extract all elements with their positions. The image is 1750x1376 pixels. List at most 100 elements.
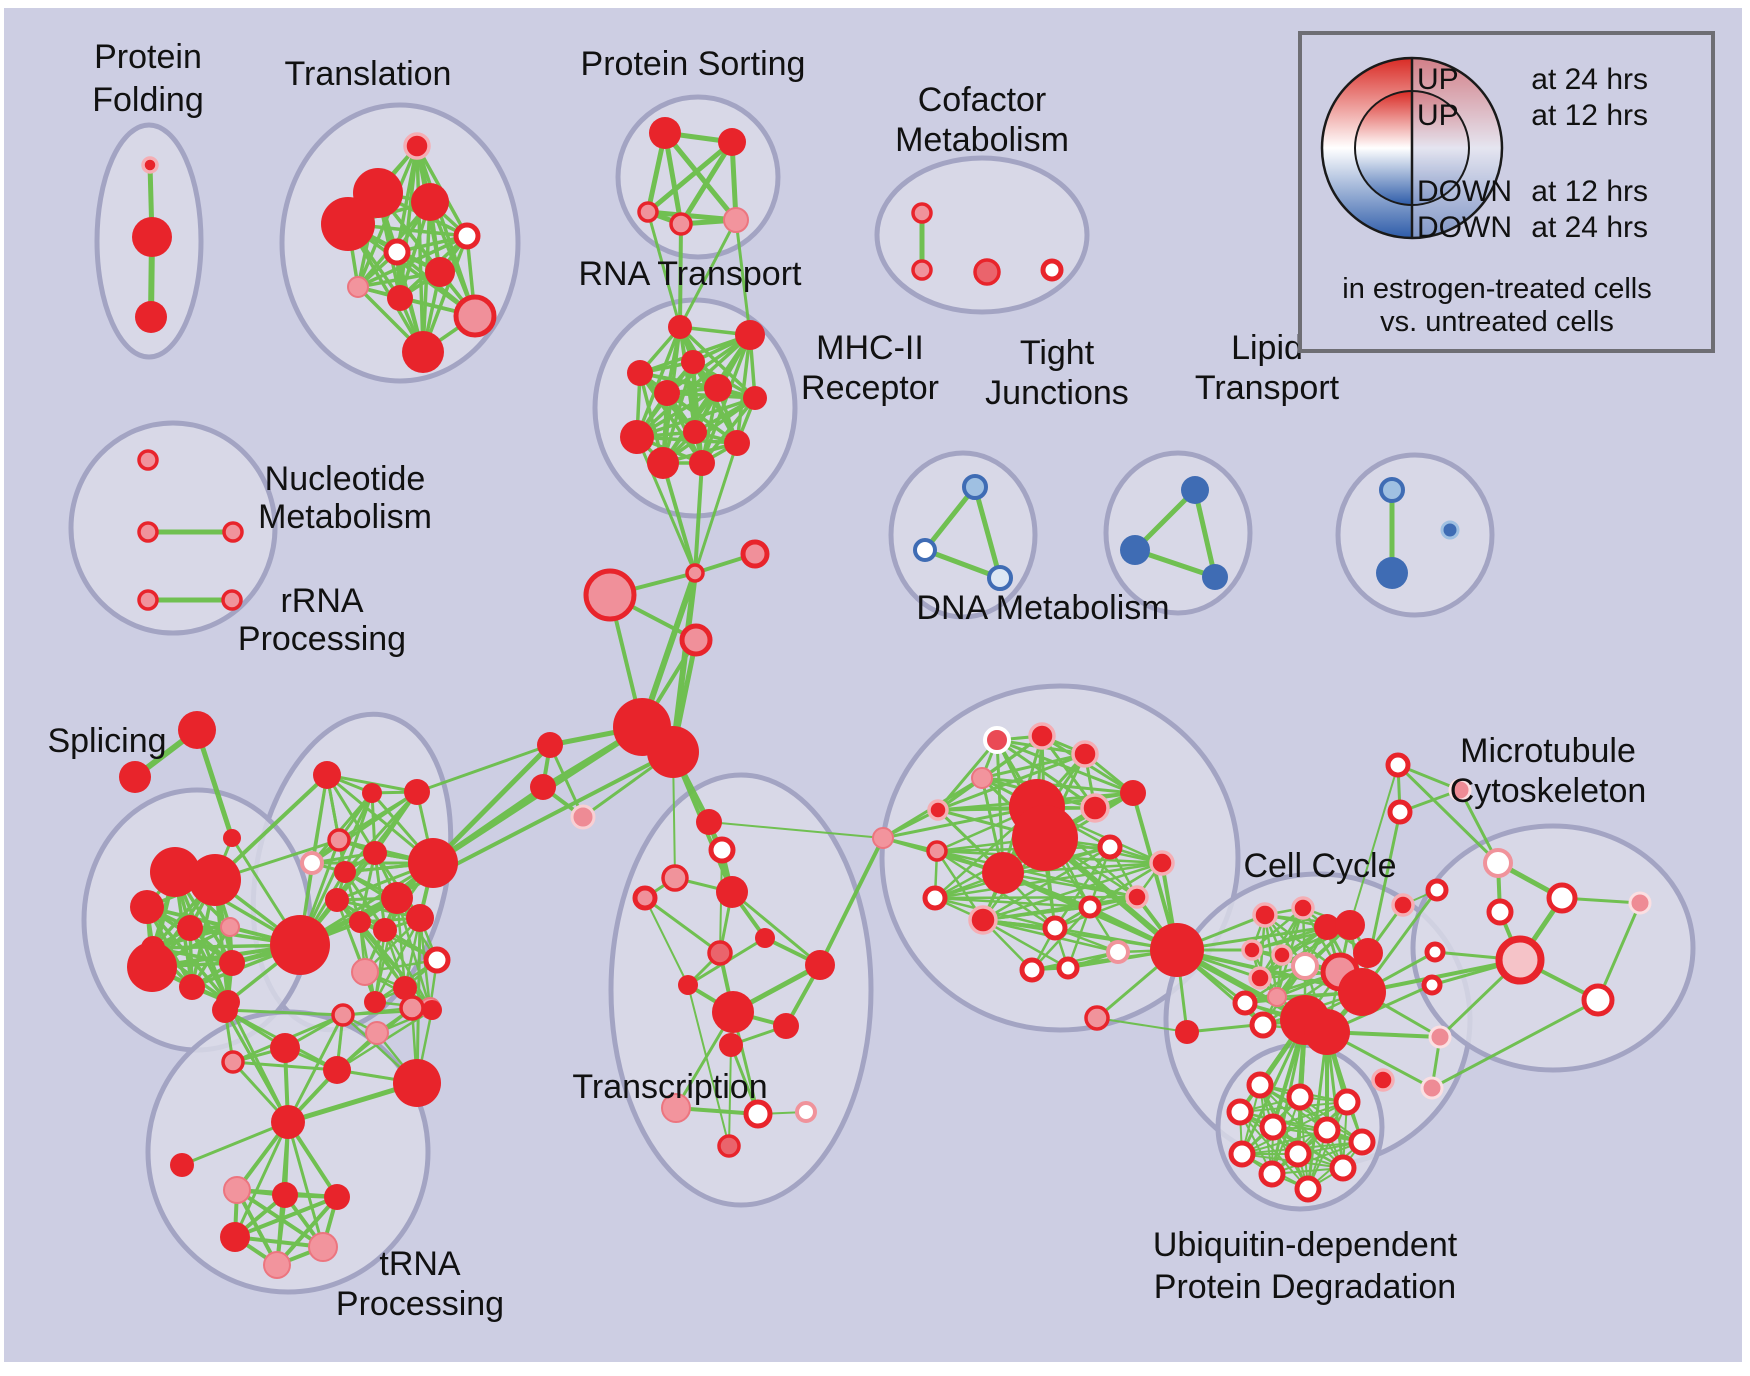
network-node [718, 128, 746, 156]
network-node [178, 711, 216, 749]
network-node [983, 726, 1011, 754]
network-node [220, 1222, 250, 1252]
network-node [620, 420, 654, 454]
legend-time-label: at 12 hrs [1531, 175, 1648, 208]
network-node [313, 761, 341, 789]
network-node [334, 861, 356, 883]
network-node [1181, 476, 1209, 504]
network-node [805, 950, 835, 980]
network-node [119, 761, 151, 793]
network-node [270, 915, 330, 975]
legend-direction-label: DOWN [1417, 211, 1512, 244]
cluster-label-protein-sorting: Protein Sorting [581, 45, 806, 83]
network-node [1313, 1116, 1341, 1144]
network-node [1314, 914, 1340, 940]
network-node [331, 1003, 355, 1027]
cluster-label-lipid-transport: Transport [1195, 369, 1340, 407]
network-node [170, 1153, 194, 1177]
network-node [404, 779, 430, 805]
cluster-label-trna-processing: tRNA [379, 1245, 461, 1283]
network-node [926, 840, 948, 862]
network-node [137, 449, 159, 471]
network-node [743, 386, 767, 410]
cluster-label-mhc-ii-receptor: MHC-II [816, 329, 924, 367]
network-node [1628, 891, 1652, 915]
network-node [1149, 850, 1175, 876]
network-node [308, 1232, 338, 1262]
network-node [707, 940, 733, 966]
legend-caption-line: in estrogen-treated cells [1342, 273, 1652, 305]
cluster-label-ubiquitin-degradation: Ubiquitin-dependent [1153, 1226, 1458, 1264]
network-node [530, 774, 556, 800]
network-node [696, 809, 722, 835]
cluster-label-rrna-processing: rRNA [280, 582, 363, 620]
network-node [135, 301, 167, 333]
network-node [1338, 968, 1386, 1016]
cluster-label-ubiquitin-degradation: Protein Degradation [1154, 1268, 1456, 1306]
network-node [393, 976, 417, 1000]
network-node [689, 450, 715, 476]
network-node [1078, 895, 1102, 919]
cluster-label-cofactor-metabolism: Metabolism [895, 121, 1069, 159]
network-node [911, 259, 933, 281]
network-node [1371, 1068, 1395, 1092]
network-node [221, 589, 243, 611]
network-node [223, 1176, 251, 1204]
legend-direction-label: DOWN [1417, 175, 1512, 208]
network-node [1387, 799, 1413, 825]
network-node [425, 257, 455, 287]
network-node [1097, 834, 1123, 860]
network-node [1125, 885, 1149, 909]
network-node [735, 320, 765, 350]
network-node [1241, 939, 1263, 961]
network-node [1486, 898, 1514, 926]
cluster-ellipse-nucleotide-metabolism [68, 420, 278, 636]
network-node [221, 1050, 245, 1074]
network-node [683, 420, 707, 444]
network-node [1333, 1088, 1361, 1116]
network-node [1291, 952, 1319, 980]
network-node [1379, 477, 1405, 503]
network-node [795, 1101, 817, 1123]
network-node [453, 294, 497, 338]
cluster-label-lipid-transport: Lipid [1231, 329, 1303, 367]
network-node [637, 201, 659, 223]
network-node [712, 991, 754, 1033]
network-node [387, 285, 413, 311]
network-node [755, 928, 775, 948]
network-node [681, 350, 705, 374]
network-node [130, 890, 164, 924]
network-node [668, 315, 692, 339]
network-node [627, 360, 653, 386]
network-node [220, 917, 240, 937]
network-node [364, 991, 386, 1013]
network-node [669, 212, 693, 236]
network-node [704, 374, 732, 402]
cluster-label-protein-folding: Protein [94, 38, 202, 76]
network-node [1546, 882, 1578, 914]
network-node [383, 238, 411, 266]
network-node [1150, 923, 1204, 977]
network-node [1019, 957, 1045, 983]
network-node [423, 946, 451, 974]
network-node [649, 117, 681, 149]
network-node [1440, 520, 1460, 540]
network-node [1391, 893, 1415, 917]
network-node [1056, 956, 1080, 980]
network-node [1084, 1005, 1110, 1031]
network-node [393, 1059, 441, 1107]
network-node [1226, 1098, 1254, 1126]
network-node [406, 904, 434, 932]
network-node [271, 1105, 305, 1139]
network-node [717, 1134, 741, 1158]
network-node [399, 995, 425, 1021]
network-node [723, 207, 749, 233]
network-node [373, 918, 397, 942]
cluster-label-splicing: Splicing [47, 722, 166, 760]
cluster-ellipse-transcription [608, 772, 874, 1208]
network-node [1040, 258, 1064, 282]
network-node [1421, 974, 1443, 996]
network-node [453, 222, 481, 250]
cluster-labels: Protein Folding Translation Protein Sorting… [47, 38, 1646, 1323]
cluster-ellipse-lipid-transport [1335, 452, 1495, 618]
